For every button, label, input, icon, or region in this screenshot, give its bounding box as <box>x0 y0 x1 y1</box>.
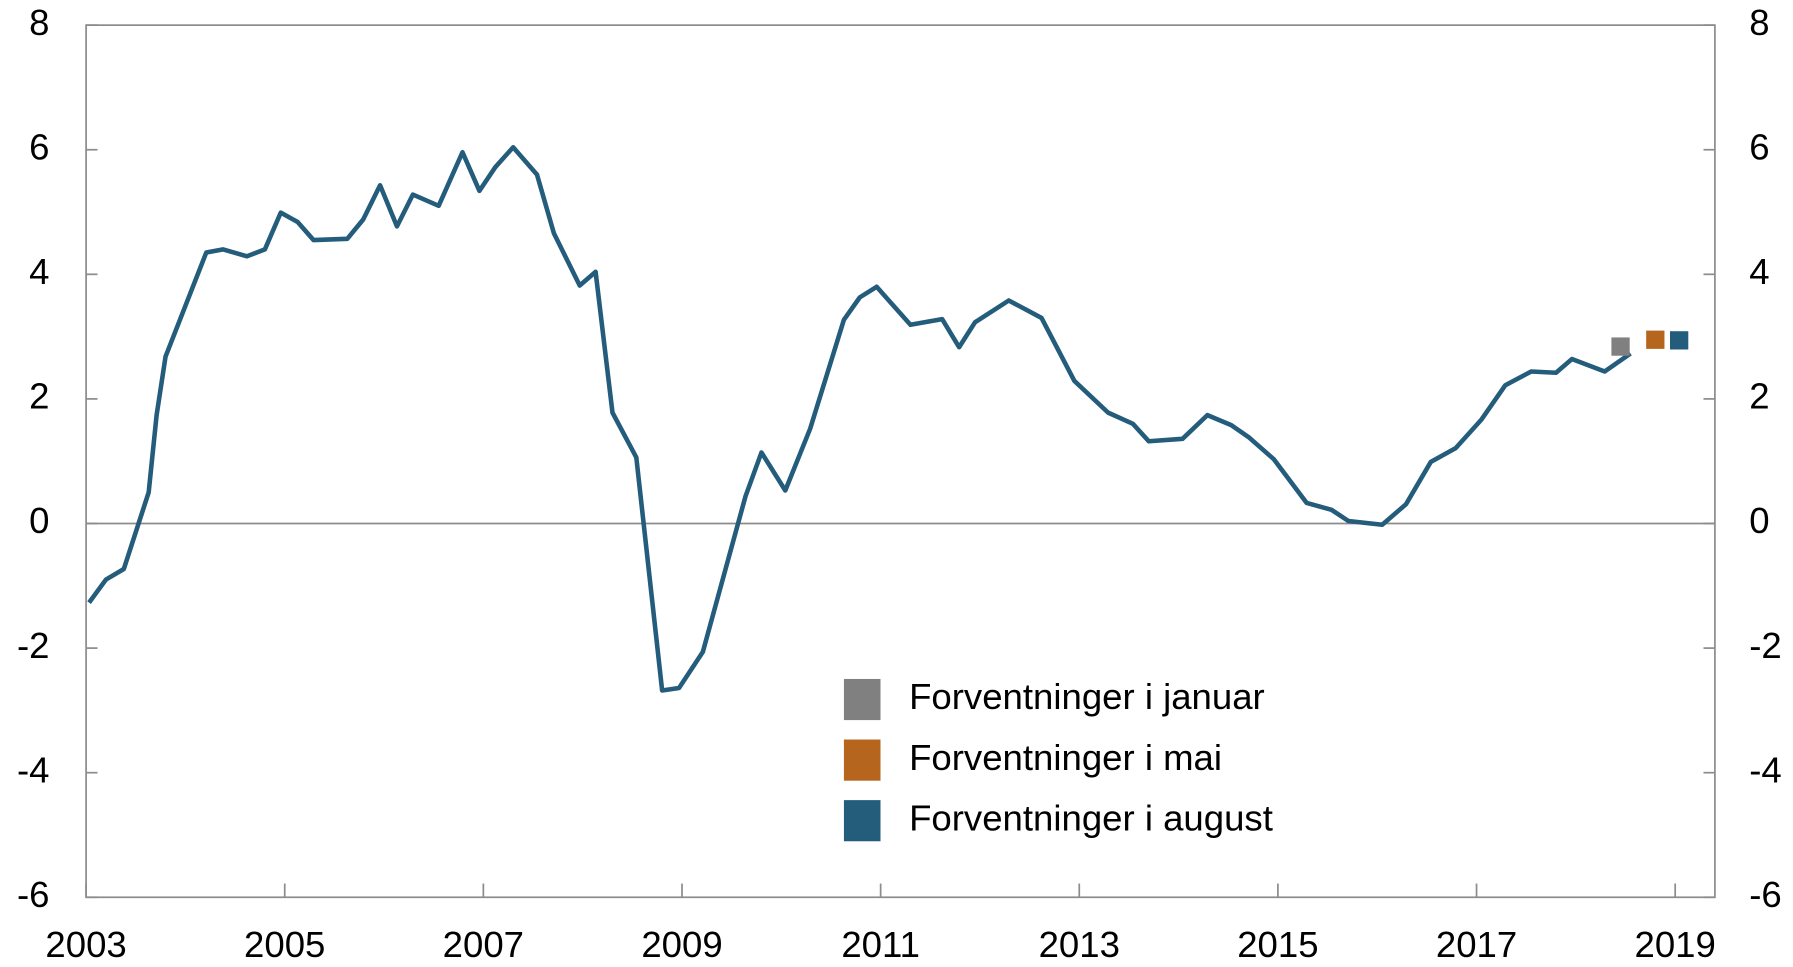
y2-tick-label: 6 <box>1749 126 1769 167</box>
y2-tick-label: -2 <box>1749 625 1782 666</box>
x-tick-label: 2019 <box>1635 924 1716 965</box>
y2-tick-label: 0 <box>1749 500 1769 541</box>
data-line <box>87 144 1632 693</box>
y2-tick-label: 4 <box>1749 251 1769 292</box>
legend-label: Forventninger i januar <box>909 676 1265 717</box>
x-tick-label: 2017 <box>1436 924 1517 965</box>
y-tick-label: 8 <box>29 2 49 43</box>
y2-tick-label: -4 <box>1749 749 1782 790</box>
x-tick-label: 2003 <box>45 924 126 965</box>
legend-swatch <box>843 678 881 721</box>
expectation-marker <box>1646 330 1665 349</box>
y-tick-label: 0 <box>29 500 49 541</box>
x-tick-label: 2005 <box>244 924 325 965</box>
y-tick-label: 6 <box>29 126 49 167</box>
y2-tick-label: 8 <box>1749 2 1769 43</box>
y2-tick-label: -6 <box>1749 874 1782 915</box>
x-tick-label: 2013 <box>1039 924 1120 965</box>
x-tick-label: 2015 <box>1237 924 1318 965</box>
y-tick-label: -2 <box>17 625 50 666</box>
expectation-marker <box>1670 331 1689 350</box>
y2-tick-label: 2 <box>1749 376 1769 417</box>
legend-swatch <box>843 739 881 781</box>
x-tick-label: 2011 <box>841 924 920 965</box>
legend-label: Forventninger i mai <box>909 737 1222 778</box>
y-tick-label: 4 <box>29 251 49 292</box>
y-tick-label: -6 <box>17 874 50 915</box>
legend-swatch <box>843 800 881 842</box>
y-tick-label: 2 <box>29 376 49 417</box>
x-tick-label: 2009 <box>641 924 722 965</box>
expectation-marker <box>1611 337 1630 356</box>
plot-frame <box>85 24 1716 899</box>
y-tick-label: -4 <box>17 749 50 790</box>
legend-label: Forventninger i august <box>909 797 1273 838</box>
x-tick-label: 2007 <box>443 924 524 965</box>
